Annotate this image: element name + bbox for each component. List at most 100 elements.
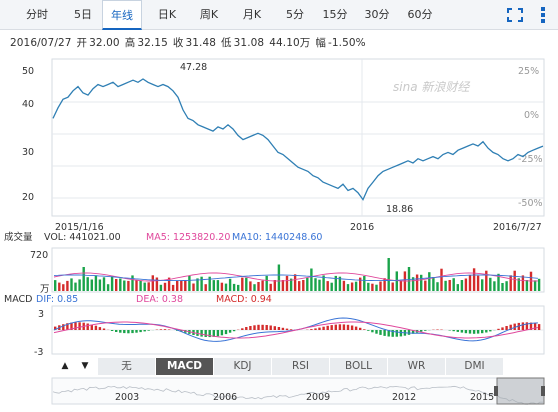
macd-histogram-bar <box>143 330 146 332</box>
volume-bars <box>54 258 541 291</box>
volume-bar <box>485 270 488 291</box>
volume-bar <box>143 282 146 291</box>
macd-bottom-tick: -3 <box>34 347 43 358</box>
volume-bar <box>277 264 281 291</box>
price-gridlines <box>52 59 544 216</box>
volume-bar <box>82 267 85 291</box>
indicator-tab-rsi[interactable]: RSI <box>272 358 330 375</box>
volume-bar <box>253 284 256 291</box>
macd-histogram-bar <box>269 325 272 330</box>
overview-year-2003: 2003 <box>115 392 139 403</box>
indicator-tab-wr[interactable]: WR <box>388 358 446 375</box>
volume-bar <box>106 284 110 291</box>
volume-bar <box>78 279 81 291</box>
volume-bar <box>481 279 484 291</box>
volume-bar <box>74 282 77 291</box>
macd-histogram-bar <box>224 330 228 335</box>
macd-histogram-bar <box>371 330 374 333</box>
macd-histogram-bar <box>468 330 472 334</box>
macd-histogram-bar <box>74 322 77 330</box>
tab-weekly-k[interactable]: 周K <box>199 8 219 21</box>
tab-5min[interactable]: 5分 <box>286 8 304 21</box>
macd-histogram-bar <box>387 330 390 337</box>
volume-bar <box>115 279 118 291</box>
macd-histogram-bar <box>375 330 378 334</box>
scroll-left-button[interactable]: ▲ <box>61 361 69 371</box>
tab-60min[interactable]: 60分 <box>407 8 433 21</box>
tab-5day[interactable]: 5日 <box>74 8 92 21</box>
volume-bar <box>289 278 293 291</box>
y-tick-40: 40 <box>22 99 34 110</box>
macd-histogram-bar <box>314 328 317 330</box>
tab-daily-k[interactable]: 日K <box>157 8 177 21</box>
macd-histogram-bar <box>159 329 163 330</box>
volume-bar <box>509 275 512 291</box>
volume-bar <box>245 277 248 291</box>
volume-bar <box>342 280 346 291</box>
volume-bar <box>204 284 207 291</box>
indicator-tab-macd[interactable]: MACD <box>156 358 214 375</box>
volume-bar <box>224 283 228 291</box>
scroll-right-button[interactable]: ▼ <box>81 361 89 371</box>
high-value: 32.15 <box>137 37 168 49</box>
max-price-label: 47.28 <box>180 62 207 73</box>
x-label-end: 2016/7/27 <box>493 222 542 233</box>
tab-yearly[interactable]: 年线 <box>102 0 142 30</box>
volume-bar <box>334 275 337 291</box>
macd-histogram-bar <box>123 330 126 334</box>
tab-30min[interactable]: 30分 <box>364 8 390 21</box>
volume-bar <box>180 280 183 291</box>
volume-bar <box>119 278 122 291</box>
volume-bar <box>110 276 114 291</box>
tab-minute[interactable]: 分时 <box>26 8 48 21</box>
dea-line <box>53 321 538 339</box>
volume-bar <box>537 278 541 291</box>
macd-histogram-bar <box>94 325 98 330</box>
overview-selection-window[interactable] <box>496 377 545 405</box>
more-vertical-icon[interactable] <box>535 6 551 24</box>
macd-histogram-bar <box>131 330 134 334</box>
overview-right-handle[interactable] <box>541 386 545 396</box>
macd-histogram-bar <box>521 322 525 330</box>
quote-summary: 2016/07/27 开 32.00 高 32.15 收 31.48 低 31.08 44.10万… <box>10 35 371 49</box>
overview-strip[interactable] <box>51 377 545 405</box>
macd-histogram-bar <box>204 330 207 337</box>
sina-watermark: sina 新浪财经 <box>393 80 471 94</box>
indicator-tab-boll[interactable]: BOLL <box>330 358 388 375</box>
tab-15min[interactable]: 15分 <box>322 8 348 21</box>
volume-bar <box>371 283 374 291</box>
volume-bar <box>444 280 447 291</box>
volume-bar <box>379 281 382 291</box>
vol-value: VOL: 441021.00 <box>44 232 121 243</box>
overview-left-handle[interactable] <box>494 386 498 396</box>
tab-monthly-k[interactable]: 月K <box>242 8 262 21</box>
volume-bar <box>383 278 386 291</box>
period-tabs: 分时 5日 年线 日K 周K 月K 5分 15分 30分 60分 <box>0 0 558 30</box>
volume-bar <box>346 284 350 291</box>
volume-bar <box>525 280 529 291</box>
macd-histogram-bar <box>537 324 541 330</box>
volume-bar <box>513 270 516 291</box>
y-tick-30: 30 <box>22 147 34 158</box>
volume-bar <box>464 278 468 291</box>
macd-histogram-bar <box>326 325 329 330</box>
volume-bar <box>468 274 472 291</box>
macd-histogram-bar <box>497 328 500 330</box>
macd-histogram-bar <box>525 322 529 330</box>
macd-histogram-bar <box>379 330 382 335</box>
volume-bar <box>54 280 57 291</box>
volume-bar <box>293 274 297 291</box>
fullscreen-icon[interactable] <box>507 8 523 22</box>
indicator-tab-kdj[interactable]: KDJ <box>214 358 272 375</box>
volume-bar <box>192 283 195 291</box>
indicator-tab-dmi[interactable]: DMI <box>446 358 504 375</box>
macd-histogram-bar <box>261 324 264 330</box>
volume-bar <box>241 277 244 291</box>
dif-value: DIF: 0.85 <box>36 294 78 305</box>
volume-bar <box>123 280 126 291</box>
volume-bar <box>249 281 252 291</box>
indicator-tab-none[interactable]: 无 <box>98 358 156 375</box>
volume-bar <box>310 268 313 291</box>
volume-bar <box>196 278 199 291</box>
